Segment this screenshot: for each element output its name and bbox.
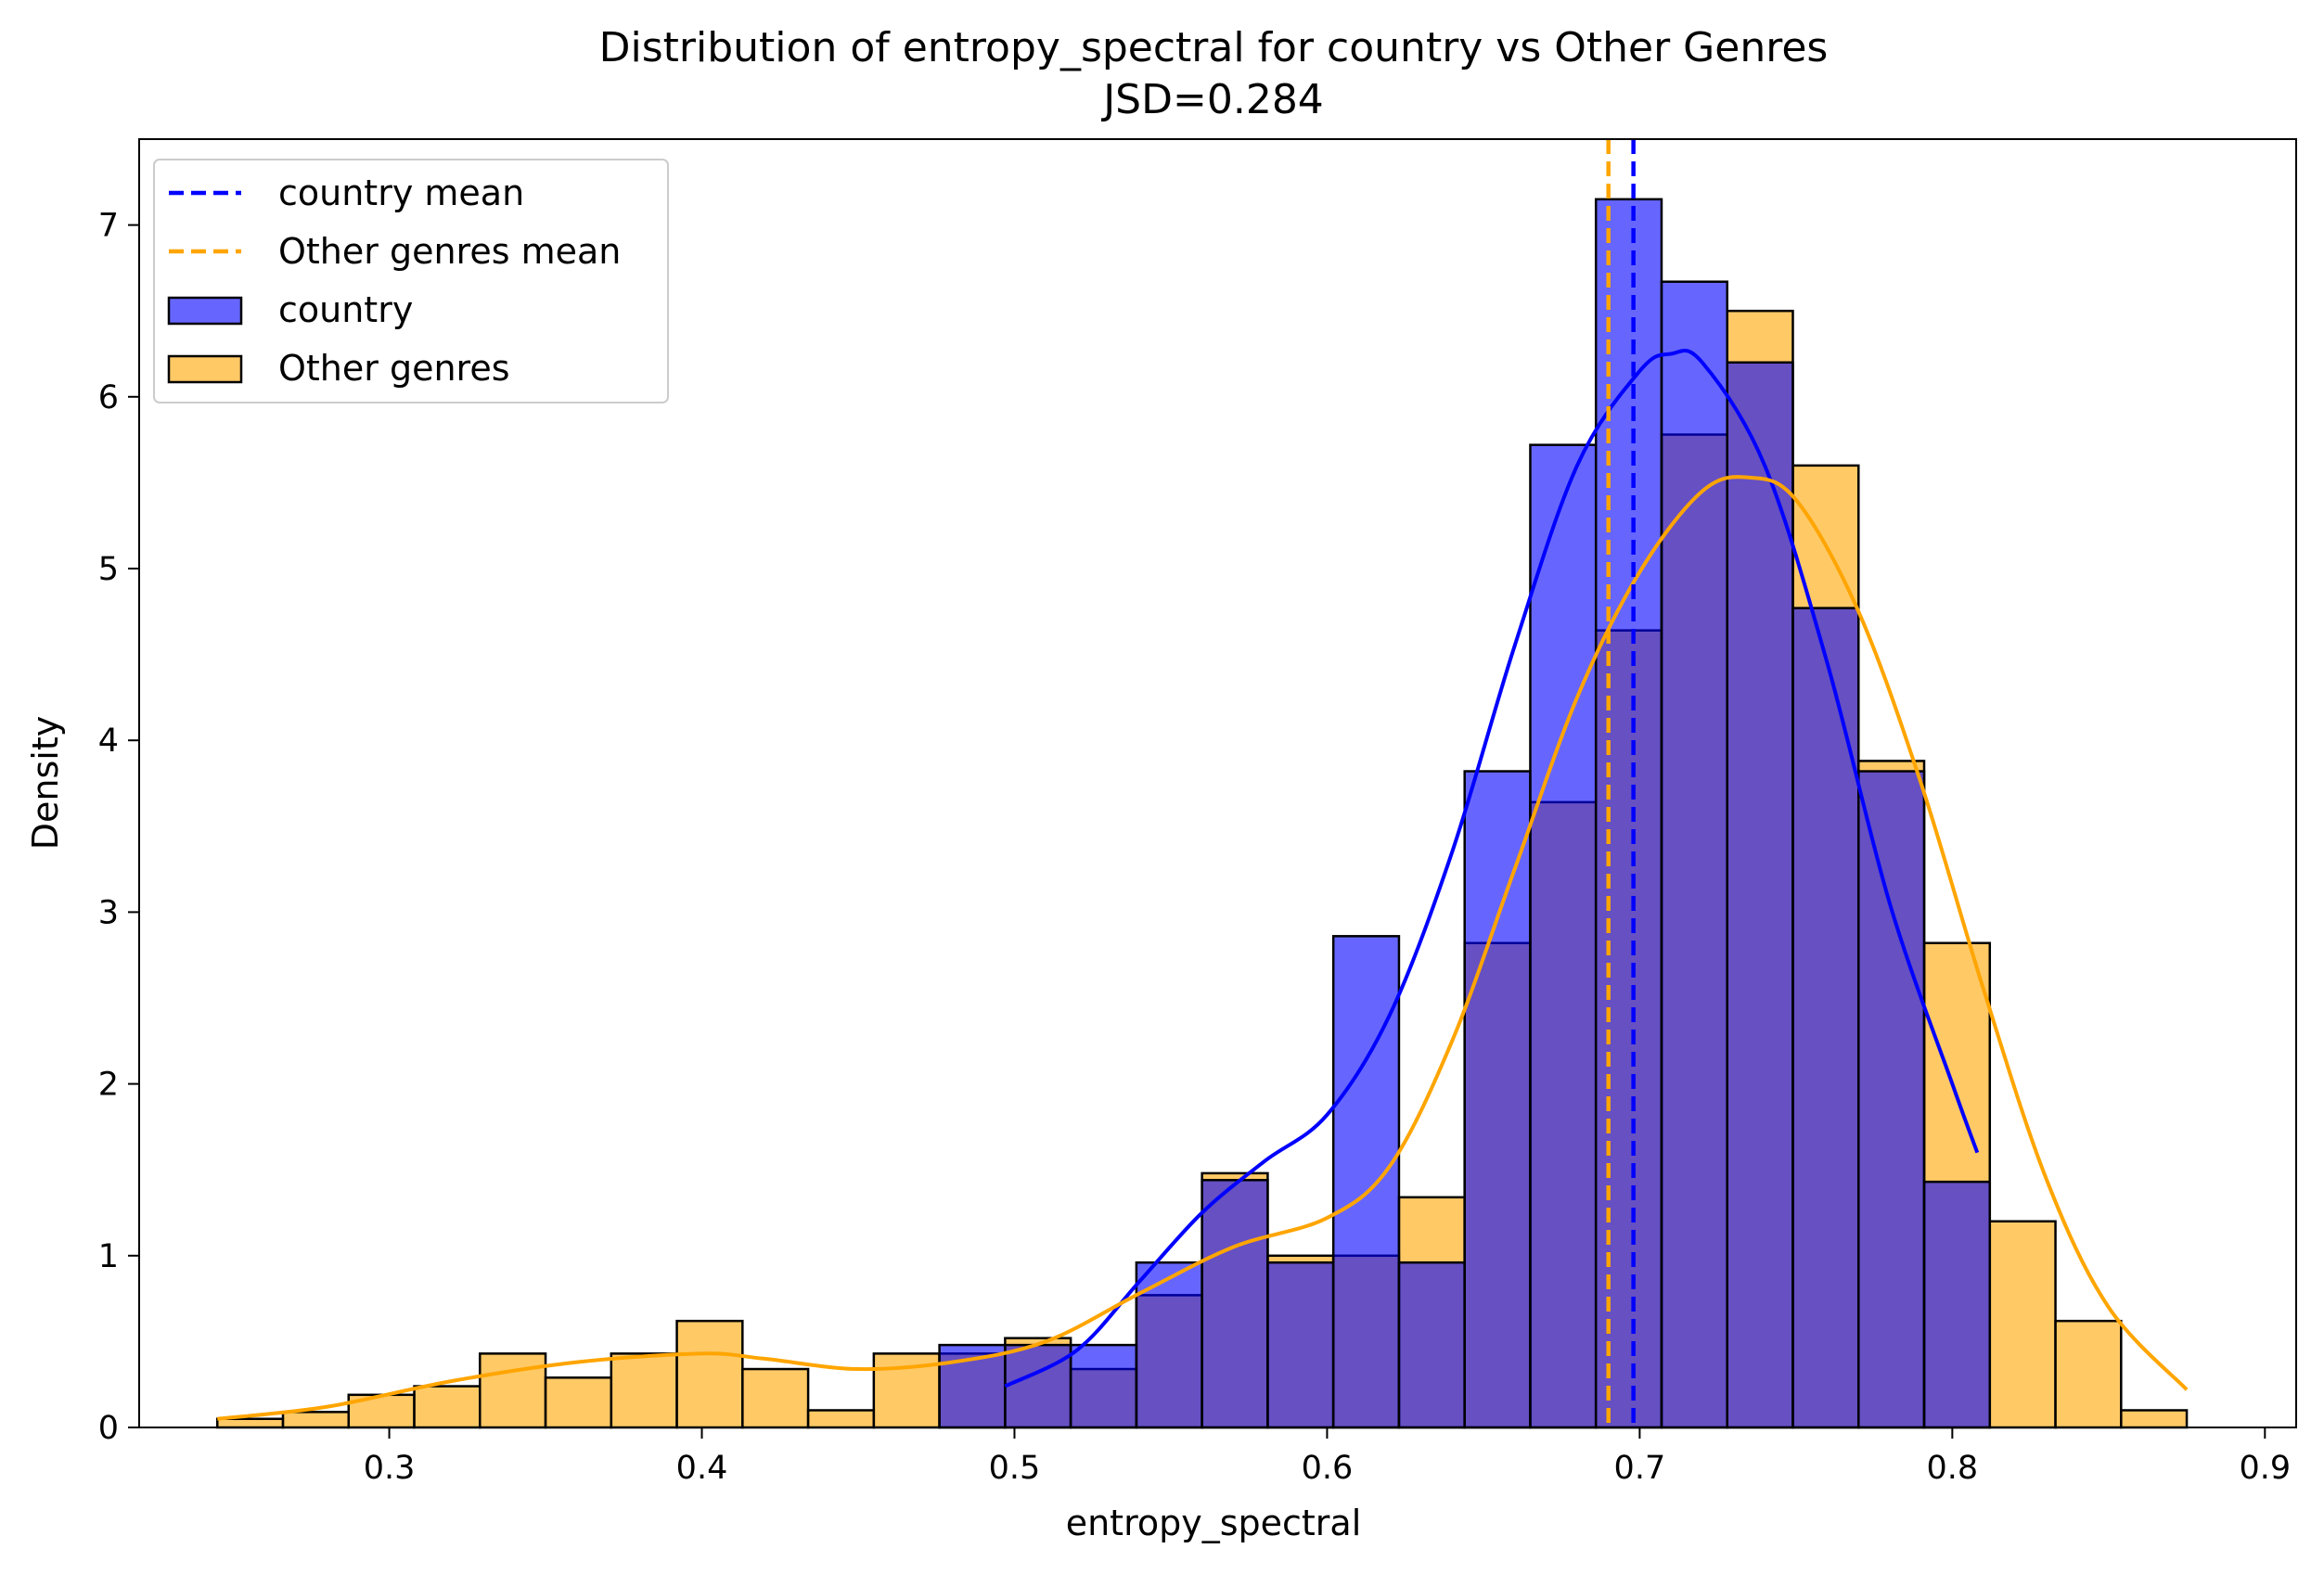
- y-tick-label: 5: [98, 551, 119, 588]
- other-genres-hist-bar: [2120, 1409, 2189, 1429]
- country-hist-bar: [1660, 280, 1728, 1429]
- x-tick-label: 0.5: [989, 1450, 1041, 1487]
- other-genres-hist-bar: [741, 1367, 810, 1429]
- y-axis: 0 1 2 3 4 5 6 7: [98, 208, 139, 1447]
- legend-swatch-patch: [167, 354, 243, 384]
- chart-title: Distribution of entropy_spectral for cou…: [599, 24, 1829, 71]
- x-tick-label: 0.9: [2239, 1450, 2291, 1487]
- chart-subtitle: JSD=0.284: [1100, 76, 1324, 123]
- legend: country mean Other genres mean country Othe…: [153, 159, 669, 403]
- legend-label: Other genres: [278, 348, 510, 389]
- other-genres-kde-line: [217, 475, 2189, 1421]
- other-genres-hist-bar: [2054, 1319, 2123, 1429]
- other-genres-hist-bar: [413, 1385, 481, 1429]
- country-hist-bar: [1266, 1260, 1335, 1429]
- legend-swatch-patch: [167, 296, 243, 326]
- y-tick-label: 2: [98, 1067, 119, 1104]
- country-hist-bar: [1135, 1260, 1203, 1429]
- other-genres-hist-bar: [281, 1411, 351, 1429]
- legend-label: country: [278, 289, 413, 330]
- y-tick-label: 6: [98, 379, 119, 416]
- x-axis: 0.3 0.4 0.5 0.6 0.7 0.8 0.9: [364, 1427, 2291, 1487]
- other-genres-hist-bar: [610, 1352, 678, 1429]
- x-axis-label: entropy_spectral: [1066, 1503, 1362, 1543]
- y-tick-label: 4: [98, 723, 119, 760]
- country-hist-bar: [1397, 1260, 1466, 1429]
- x-tick-label: 0.7: [1614, 1450, 1666, 1487]
- x-tick-label: 0.8: [1927, 1450, 1979, 1487]
- country-hist-bar: [1201, 1179, 1269, 1429]
- x-tick-label: 0.3: [364, 1450, 416, 1487]
- y-tick-label: 1: [98, 1238, 119, 1275]
- other-genres-hist-bar: [215, 1417, 285, 1429]
- y-axis-label: Density: [25, 716, 66, 850]
- country-hist-bar: [1857, 770, 1926, 1429]
- other-genres-hist-bar: [479, 1352, 547, 1429]
- country-hist-bar: [1922, 1180, 1992, 1429]
- country-hist-bar: [1529, 443, 1598, 1429]
- x-tick-label: 0.4: [676, 1450, 728, 1487]
- other-genres-hist-bar: [806, 1409, 876, 1429]
- y-tick-label: 7: [98, 208, 119, 245]
- y-tick-label: 3: [98, 894, 119, 931]
- x-tick-label: 0.6: [1302, 1450, 1354, 1487]
- y-tick-label: 0: [98, 1410, 119, 1447]
- legend-label: Other genres mean: [278, 231, 621, 272]
- country-hist-bar: [1331, 935, 1401, 1429]
- country-kde-line: [1004, 349, 1980, 1388]
- country-hist-bar: [1791, 607, 1860, 1429]
- legend-box: [153, 159, 669, 403]
- country-hist-bar: [1726, 361, 1794, 1429]
- country-hist-bar: [1069, 1343, 1138, 1429]
- country-hist-bar: [1463, 770, 1532, 1429]
- legend-label: country mean: [278, 173, 524, 213]
- other-genres-hist-bar: [1988, 1220, 2057, 1429]
- other-genres-hist-bar: [675, 1319, 744, 1429]
- axes-frame: [138, 138, 2297, 1428]
- other-genres-hist-bar: [544, 1376, 613, 1429]
- country-hist-bar: [1004, 1343, 1072, 1429]
- plot-area: [215, 139, 2189, 1429]
